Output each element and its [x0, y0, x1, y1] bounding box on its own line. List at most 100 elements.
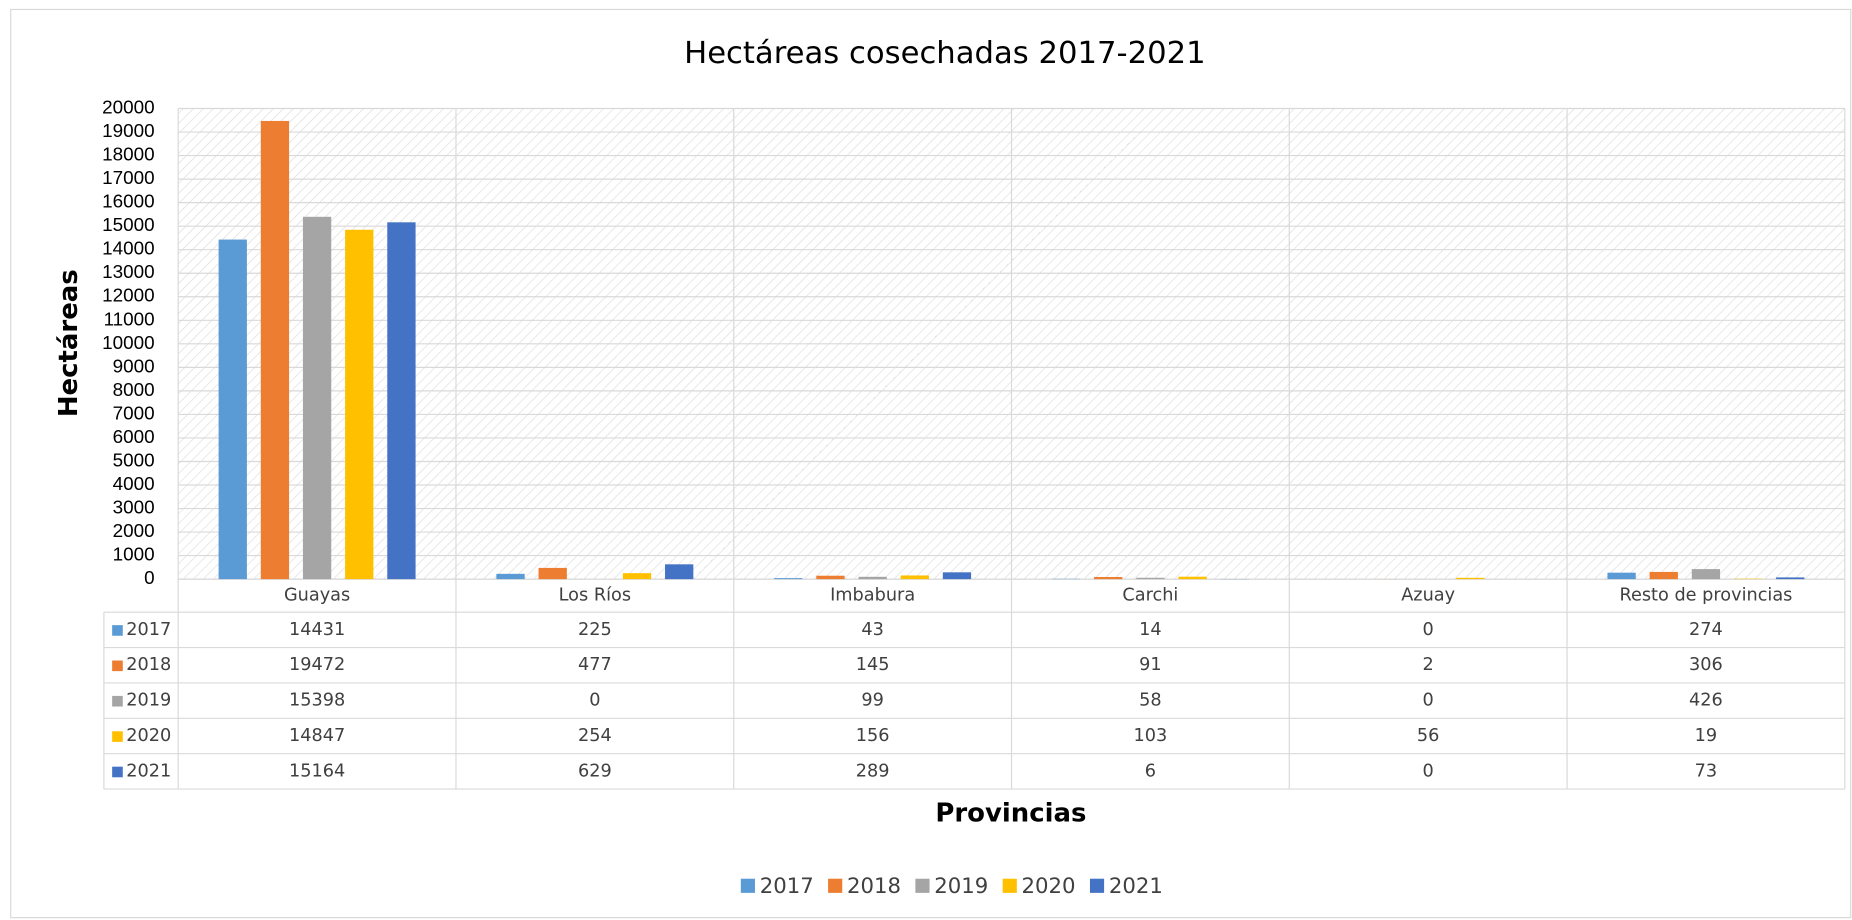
bar: [1094, 576, 1123, 580]
y-tick-label: 3000: [113, 497, 155, 518]
x-tick-label: Imbabura: [830, 586, 915, 606]
y-tick-label: 17000: [102, 167, 154, 188]
legend-swatch: [740, 878, 755, 893]
y-tick-label: 13000: [102, 261, 154, 282]
table-value: 15164: [289, 761, 345, 781]
y-tick-label: 15000: [102, 214, 154, 235]
bar: [1178, 576, 1207, 580]
table-value: 58: [1139, 691, 1162, 711]
table-legend-label: 2020: [126, 726, 171, 746]
bar: [1456, 577, 1485, 580]
bar: [387, 222, 416, 580]
table-value: 15398: [289, 691, 345, 711]
table-value: 14847: [289, 726, 345, 746]
bar: [900, 575, 929, 580]
chart-title: Hectáreas cosechadas 2017-2021: [684, 36, 1205, 71]
table-legend-key: [112, 766, 123, 778]
x-tick-label: Azuay: [1401, 586, 1455, 606]
bar: [1649, 571, 1678, 580]
y-tick-label: 4000: [113, 473, 155, 494]
legend-label: 2018: [847, 874, 901, 899]
table-value: 0: [589, 691, 600, 711]
table-value: 254: [578, 726, 612, 746]
bar: [1691, 569, 1721, 580]
x-axis-label: Provincias: [935, 798, 1086, 828]
table-legend-key: [112, 695, 123, 707]
x-tick-label: Guayas: [284, 586, 350, 606]
y-tick-label: 2000: [113, 520, 155, 541]
table-value: 426: [1689, 691, 1723, 711]
y-tick-label: 9000: [113, 355, 155, 376]
table-legend-label: 2018: [126, 655, 171, 675]
y-axis-label: Hectáreas: [54, 269, 84, 417]
bar: [1136, 577, 1165, 580]
legend-label: 2021: [1109, 874, 1163, 899]
x-tick-label: Resto de provincias: [1619, 586, 1792, 606]
bar: [1776, 577, 1805, 580]
y-tick-label: 19000: [102, 120, 154, 141]
y-tick-label: 10000: [102, 332, 154, 353]
legend-swatch: [828, 878, 843, 893]
bar: [302, 216, 332, 580]
table-value: 14431: [289, 620, 345, 640]
table-value: 225: [578, 620, 612, 640]
table-value: 91: [1139, 655, 1162, 675]
table-value: 145: [856, 655, 890, 675]
legend-label: 2017: [760, 874, 814, 899]
table-value: 306: [1689, 655, 1723, 675]
bar: [260, 120, 290, 580]
bar: [345, 229, 374, 580]
bar: [665, 564, 694, 580]
table-value: 289: [856, 761, 890, 781]
table-value: 99: [861, 691, 884, 711]
y-tick-label: 5000: [113, 449, 155, 470]
table-value: 103: [1134, 726, 1168, 746]
table-value: 156: [856, 726, 890, 746]
y-tick-label: 0: [144, 567, 155, 588]
y-tick-label: 20000: [102, 96, 154, 117]
bar: [942, 572, 972, 580]
table-value: 629: [578, 761, 612, 781]
table-value: 0: [1423, 620, 1434, 640]
table-value: 56: [1417, 726, 1440, 746]
table-value: 0: [1423, 691, 1434, 711]
bar: [496, 573, 525, 580]
y-tick-label: 14000: [102, 238, 154, 259]
y-tick-label: 7000: [113, 402, 155, 423]
table-value: 477: [578, 655, 612, 675]
table-value: 2: [1423, 655, 1434, 675]
legend-swatch: [1089, 878, 1105, 893]
table-legend-label: 2019: [126, 691, 171, 711]
y-tick-label: 8000: [113, 379, 155, 400]
table-value: 0: [1423, 761, 1434, 781]
table-value: 274: [1689, 620, 1723, 640]
table-legend-key: [112, 625, 123, 636]
table-value: 19: [1695, 726, 1718, 746]
y-tick-label: 1000: [113, 544, 155, 565]
table-value: 14: [1139, 620, 1162, 640]
bar: [218, 239, 247, 580]
bar: [622, 573, 652, 580]
legend-swatch: [915, 878, 930, 893]
table-legend-key: [112, 731, 123, 742]
table-value: 6: [1145, 761, 1156, 781]
legend-swatch: [1002, 878, 1017, 893]
y-tick-label: 12000: [102, 285, 154, 306]
table-value: 43: [861, 620, 884, 640]
table-legend-label: 2021: [126, 761, 171, 781]
bar: [774, 578, 803, 580]
table-legend-label: 2017: [126, 620, 171, 640]
bar: [1607, 572, 1636, 580]
x-tick-label: Los Ríos: [559, 586, 631, 606]
x-tick-label: Carchi: [1122, 586, 1178, 606]
legend-label: 2019: [934, 874, 988, 899]
table-value: 73: [1695, 761, 1718, 781]
table-legend-key: [112, 660, 123, 672]
y-tick-label: 18000: [102, 144, 154, 165]
y-tick-label: 16000: [102, 191, 154, 212]
bar: [538, 567, 567, 580]
legend-label: 2020: [1022, 874, 1076, 899]
table-value: 19472: [289, 655, 345, 675]
y-tick-label: 11000: [104, 308, 155, 329]
